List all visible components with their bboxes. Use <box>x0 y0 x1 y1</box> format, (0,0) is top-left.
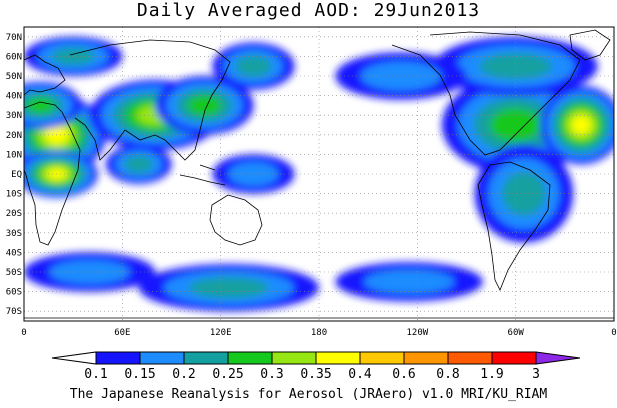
colorbar-label: 0.35 <box>300 367 331 382</box>
colorbar-label: 0.6 <box>392 367 415 382</box>
colorbar-label: 0.1 <box>84 367 107 382</box>
map-title: Daily Averaged AOD: 29Jun2013 <box>136 0 481 21</box>
lon-label: 180 <box>311 328 327 338</box>
colorbar-max-triangle <box>535 351 581 365</box>
coastlines <box>24 29 614 319</box>
colorbar-segment <box>139 351 185 365</box>
lat-label: 10N <box>6 150 22 160</box>
aod-plume <box>26 97 55 114</box>
grid-lines <box>24 27 614 321</box>
aod-plume <box>124 155 154 173</box>
lat-label: 60N <box>6 52 22 62</box>
aod-plume <box>502 171 546 216</box>
aod-plume <box>571 115 592 135</box>
lon-label: 60E <box>114 328 130 338</box>
source-caption: The Japanese Reanalysis for Aerosol (JRA… <box>69 387 548 402</box>
colorbar-label: 0.2 <box>172 367 195 382</box>
lon-label: 120W <box>406 328 428 338</box>
aod-plume <box>188 277 269 299</box>
colorbar-segment <box>447 351 493 365</box>
aod-plume <box>479 53 553 80</box>
colorbar-segment <box>403 351 449 365</box>
lat-label: 40N <box>6 92 22 102</box>
aod-plume <box>187 95 222 116</box>
aod-plume <box>51 47 96 66</box>
lat-label: 10S <box>6 190 22 200</box>
lat-label: 20S <box>6 209 22 219</box>
aod-colorbar: 0.1 0.15 0.2 0.25 0.3 0.35 0.4 0.6 0.8 1.9 3 <box>51 351 581 382</box>
lat-label: 70N <box>6 33 22 43</box>
lat-label: 40S <box>6 248 22 258</box>
colorbar-label: 0.15 <box>124 367 155 382</box>
lat-label: 60S <box>6 288 22 298</box>
coastline-indonesia <box>179 164 226 186</box>
colorbar-segment <box>491 351 537 365</box>
colorbar-segment <box>271 351 317 365</box>
aod-plume <box>490 107 542 143</box>
lon-label: 0 <box>21 328 26 338</box>
aod-plume <box>228 161 279 187</box>
lat-label: 70S <box>6 307 22 317</box>
aod-plume <box>49 259 130 285</box>
map-panel <box>23 26 615 322</box>
lat-label: 20N <box>6 131 22 141</box>
coastline-africa <box>24 101 81 246</box>
colorbar-label: 1.9 <box>480 367 503 382</box>
aod-plume <box>363 269 455 294</box>
colorbar-segment <box>95 351 141 365</box>
map-frame <box>23 26 615 322</box>
colorbar-label: 0.4 <box>348 367 372 382</box>
colorbar-label: 0.3 <box>260 367 283 382</box>
coastline-greenland <box>569 29 611 61</box>
latitude-labels: 70N 60N 50N 40N 30N 20N 10N EQ 10S 20S 30S 40S 50S 60… <box>6 33 22 317</box>
longitude-labels: 0 60E 120E 180 120W 60W 0 <box>21 328 616 338</box>
lat-label: 50N <box>6 72 22 82</box>
colorbar-min-triangle <box>51 351 97 365</box>
colorbar-label: 3 <box>532 367 540 382</box>
lat-label: 30S <box>6 229 22 239</box>
lon-label: 120E <box>210 328 232 338</box>
colorbar-segment <box>315 351 361 365</box>
lon-label: 0 <box>611 328 616 338</box>
coastline-north-america <box>391 31 581 156</box>
aod-plume <box>235 55 272 77</box>
lat-label: 50S <box>6 268 22 278</box>
colorbar-label: 0.25 <box>212 367 243 382</box>
colorbar-segment <box>183 351 229 365</box>
lat-label: 30N <box>6 111 22 121</box>
colorbar-segment <box>359 351 405 365</box>
colorbar-label: 0.8 <box>436 367 459 382</box>
coastline-europe <box>24 54 66 96</box>
coastline-south-america <box>477 161 551 291</box>
lon-label: 60W <box>508 328 525 338</box>
coastline-australia <box>209 194 263 246</box>
coastline-asia <box>69 39 231 161</box>
colorbar-segment <box>227 351 273 365</box>
lat-label: EQ <box>11 170 22 180</box>
